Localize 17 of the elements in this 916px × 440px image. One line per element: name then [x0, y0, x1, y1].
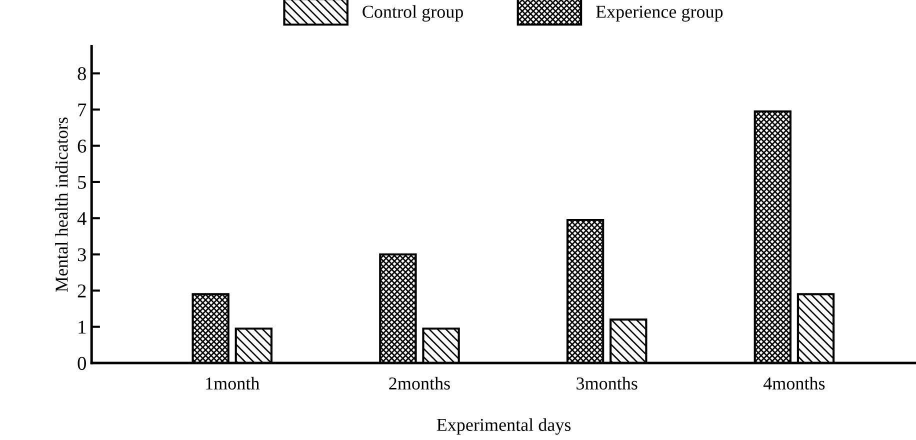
y-tick-label: 6	[78, 140, 86, 153]
legend-label: Experience group	[596, 6, 723, 22]
y-tick-label: 0	[78, 356, 86, 370]
x-tick-label: 4months	[763, 376, 825, 390]
x-axis-title: Experimental days	[436, 418, 571, 435]
x-tick-label: 3months	[576, 376, 638, 390]
x-tick-label: 1month	[206, 376, 260, 390]
y-tick-label: 5	[78, 176, 86, 189]
y-tick-label: 2	[78, 284, 86, 298]
y-axis-title: Mental health indicators	[55, 118, 68, 292]
y-tick-label: 3	[78, 248, 86, 262]
y-tick-label: 4	[77, 212, 86, 225]
legend-label: Control group	[362, 5, 463, 22]
y-tick-label: 1	[78, 320, 86, 334]
y-tick-label: 8	[78, 67, 86, 80]
y-tick-label: 7	[78, 104, 86, 116]
x-tick-label: 2months	[389, 376, 450, 390]
